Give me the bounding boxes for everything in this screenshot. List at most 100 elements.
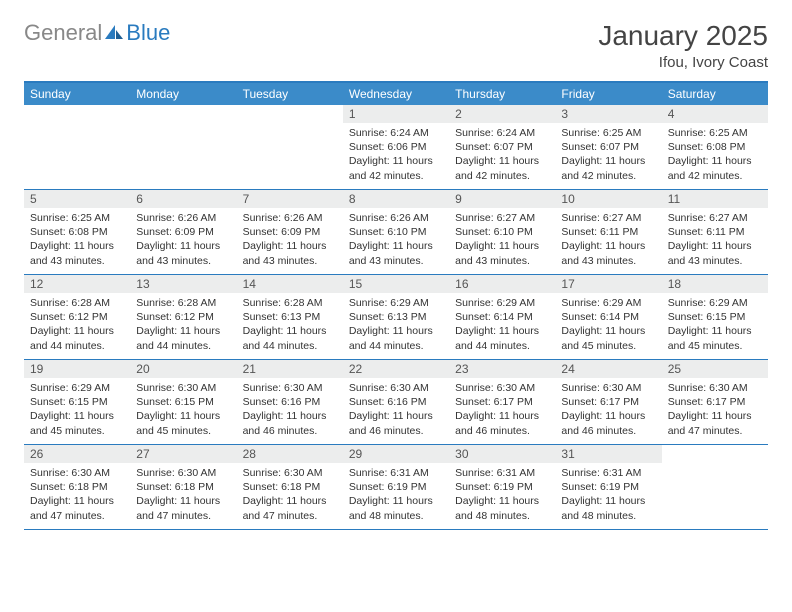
sunrise-line: Sunrise: 6:30 AM [136,381,230,395]
sunset-line: Sunset: 6:17 PM [668,395,762,409]
calendar-cell: 30Sunrise: 6:31 AMSunset: 6:19 PMDayligh… [449,445,555,529]
calendar-cell [24,105,130,189]
daylight-line: Daylight: 11 hours and 48 minutes. [349,494,443,522]
weeks-container: 1Sunrise: 6:24 AMSunset: 6:06 PMDaylight… [24,105,768,530]
calendar-cell: 16Sunrise: 6:29 AMSunset: 6:14 PMDayligh… [449,275,555,359]
sunrise-line: Sunrise: 6:30 AM [136,466,230,480]
day-number: 2 [449,105,555,123]
day-number: 31 [555,445,661,463]
week-row: 5Sunrise: 6:25 AMSunset: 6:08 PMDaylight… [24,190,768,275]
day-number: 12 [24,275,130,293]
daylight-line: Daylight: 11 hours and 45 minutes. [136,409,230,437]
day-number: 4 [662,105,768,123]
sunrise-line: Sunrise: 6:27 AM [561,211,655,225]
daylight-line: Daylight: 11 hours and 42 minutes. [455,154,549,182]
calendar-cell: 6Sunrise: 6:26 AMSunset: 6:09 PMDaylight… [130,190,236,274]
day-number: 25 [662,360,768,378]
day-number: 30 [449,445,555,463]
day-number: 24 [555,360,661,378]
dayname: Saturday [662,83,768,105]
daylight-line: Daylight: 11 hours and 43 minutes. [30,239,124,267]
daylight-line: Daylight: 11 hours and 45 minutes. [561,324,655,352]
title-block: January 2025 Ifou, Ivory Coast [598,20,768,71]
cell-body: Sunrise: 6:31 AMSunset: 6:19 PMDaylight:… [449,463,555,529]
calendar: SundayMondayTuesdayWednesdayThursdayFrid… [24,81,768,530]
sunrise-line: Sunrise: 6:28 AM [243,296,337,310]
day-number: 7 [237,190,343,208]
daylight-line: Daylight: 11 hours and 46 minutes. [349,409,443,437]
calendar-page: General Blue January 2025 Ifou, Ivory Co… [0,0,792,550]
day-number: 18 [662,275,768,293]
sunset-line: Sunset: 6:10 PM [349,225,443,239]
calendar-cell [130,105,236,189]
day-number: 3 [555,105,661,123]
calendar-cell: 24Sunrise: 6:30 AMSunset: 6:17 PMDayligh… [555,360,661,444]
sunrise-line: Sunrise: 6:29 AM [668,296,762,310]
day-number: 15 [343,275,449,293]
calendar-cell: 31Sunrise: 6:31 AMSunset: 6:19 PMDayligh… [555,445,661,529]
daylight-line: Daylight: 11 hours and 47 minutes. [243,494,337,522]
daylight-line: Daylight: 11 hours and 48 minutes. [455,494,549,522]
calendar-cell: 19Sunrise: 6:29 AMSunset: 6:15 PMDayligh… [24,360,130,444]
sunset-line: Sunset: 6:09 PM [136,225,230,239]
cell-body: Sunrise: 6:30 AMSunset: 6:16 PMDaylight:… [237,378,343,444]
sunset-line: Sunset: 6:08 PM [668,140,762,154]
sunrise-line: Sunrise: 6:25 AM [561,126,655,140]
cell-body: Sunrise: 6:30 AMSunset: 6:18 PMDaylight:… [237,463,343,529]
cell-body: Sunrise: 6:30 AMSunset: 6:17 PMDaylight:… [449,378,555,444]
sunrise-line: Sunrise: 6:25 AM [30,211,124,225]
daylight-line: Daylight: 11 hours and 42 minutes. [349,154,443,182]
sunset-line: Sunset: 6:11 PM [561,225,655,239]
dayname: Tuesday [237,83,343,105]
cell-body: Sunrise: 6:27 AMSunset: 6:11 PMDaylight:… [662,208,768,274]
dayname: Monday [130,83,236,105]
day-number: 13 [130,275,236,293]
sunset-line: Sunset: 6:11 PM [668,225,762,239]
day-number: 19 [24,360,130,378]
sunset-line: Sunset: 6:17 PM [561,395,655,409]
day-number: 1 [343,105,449,123]
cell-body: Sunrise: 6:25 AMSunset: 6:08 PMDaylight:… [24,208,130,274]
sunrise-line: Sunrise: 6:28 AM [30,296,124,310]
sunset-line: Sunset: 6:07 PM [561,140,655,154]
sunrise-line: Sunrise: 6:30 AM [668,381,762,395]
day-number: 27 [130,445,236,463]
cell-body: Sunrise: 6:30 AMSunset: 6:18 PMDaylight:… [130,463,236,529]
calendar-cell: 27Sunrise: 6:30 AMSunset: 6:18 PMDayligh… [130,445,236,529]
day-number: 16 [449,275,555,293]
cell-body: Sunrise: 6:25 AMSunset: 6:07 PMDaylight:… [555,123,661,189]
sunset-line: Sunset: 6:07 PM [455,140,549,154]
calendar-cell: 18Sunrise: 6:29 AMSunset: 6:15 PMDayligh… [662,275,768,359]
cell-body: Sunrise: 6:30 AMSunset: 6:15 PMDaylight:… [130,378,236,444]
sunrise-line: Sunrise: 6:29 AM [349,296,443,310]
daylight-line: Daylight: 11 hours and 43 minutes. [668,239,762,267]
sunset-line: Sunset: 6:13 PM [349,310,443,324]
sunset-line: Sunset: 6:10 PM [455,225,549,239]
sunset-line: Sunset: 6:13 PM [243,310,337,324]
cell-body: Sunrise: 6:24 AMSunset: 6:06 PMDaylight:… [343,123,449,189]
logo-text-general: General [24,20,102,46]
cell-body: Sunrise: 6:26 AMSunset: 6:09 PMDaylight:… [130,208,236,274]
daylight-line: Daylight: 11 hours and 43 minutes. [243,239,337,267]
calendar-cell: 26Sunrise: 6:30 AMSunset: 6:18 PMDayligh… [24,445,130,529]
calendar-cell: 3Sunrise: 6:25 AMSunset: 6:07 PMDaylight… [555,105,661,189]
sunset-line: Sunset: 6:16 PM [243,395,337,409]
daylight-line: Daylight: 11 hours and 42 minutes. [668,154,762,182]
cell-body: Sunrise: 6:27 AMSunset: 6:11 PMDaylight:… [555,208,661,274]
sunrise-line: Sunrise: 6:30 AM [243,381,337,395]
sunrise-line: Sunrise: 6:26 AM [136,211,230,225]
sunrise-line: Sunrise: 6:26 AM [349,211,443,225]
calendar-cell: 7Sunrise: 6:26 AMSunset: 6:09 PMDaylight… [237,190,343,274]
calendar-cell: 13Sunrise: 6:28 AMSunset: 6:12 PMDayligh… [130,275,236,359]
cell-body: Sunrise: 6:31 AMSunset: 6:19 PMDaylight:… [343,463,449,529]
calendar-cell: 12Sunrise: 6:28 AMSunset: 6:12 PMDayligh… [24,275,130,359]
sunrise-line: Sunrise: 6:26 AM [243,211,337,225]
week-row: 1Sunrise: 6:24 AMSunset: 6:06 PMDaylight… [24,105,768,190]
day-number: 22 [343,360,449,378]
cell-body: Sunrise: 6:26 AMSunset: 6:10 PMDaylight:… [343,208,449,274]
sunset-line: Sunset: 6:16 PM [349,395,443,409]
sunset-line: Sunset: 6:19 PM [349,480,443,494]
day-number: 5 [24,190,130,208]
sunset-line: Sunset: 6:19 PM [455,480,549,494]
sunset-line: Sunset: 6:15 PM [136,395,230,409]
